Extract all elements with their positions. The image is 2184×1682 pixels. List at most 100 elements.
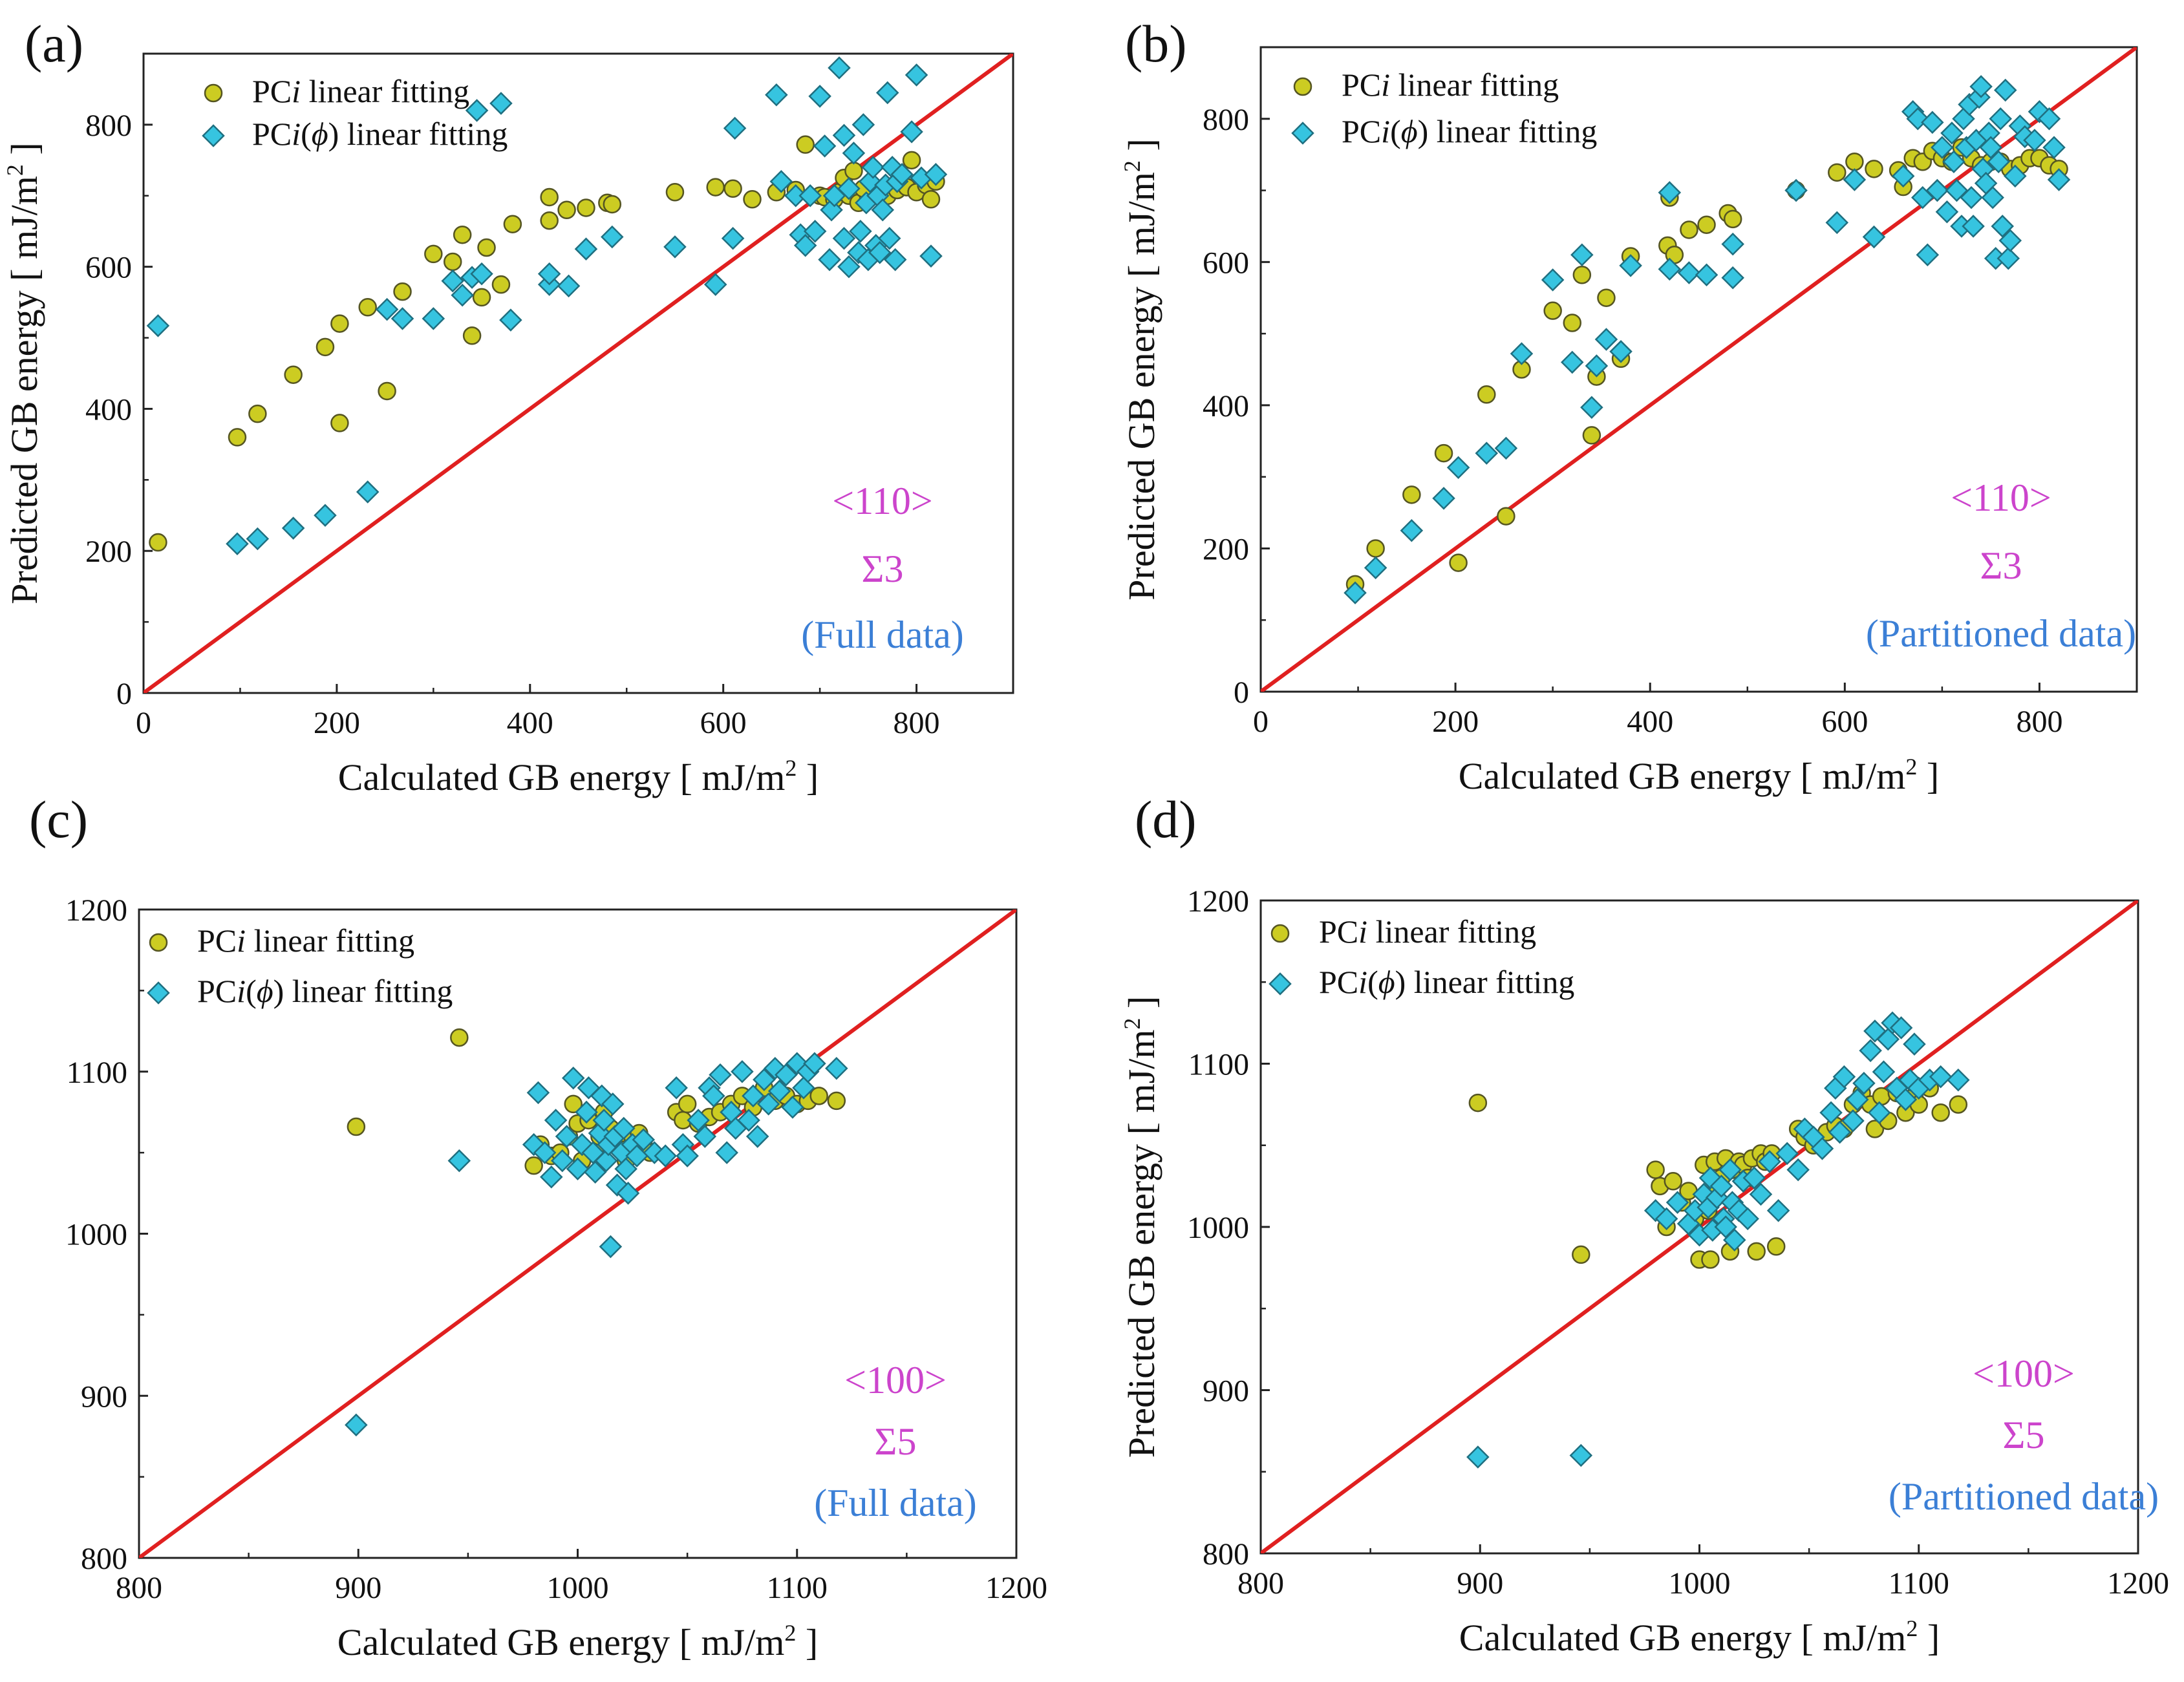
legend-label-pci-phi: PCi(ϕ) linear fitting — [252, 116, 508, 152]
data-point-pci — [1563, 314, 1582, 332]
x-tick-label: 1200 — [2107, 1566, 2169, 1601]
data-point-pci — [557, 200, 576, 220]
data-point-pci-phi — [828, 56, 851, 80]
data-point-pci-phi — [246, 527, 270, 551]
data-point-pci-phi — [601, 225, 624, 249]
data-point-pci — [1366, 539, 1385, 558]
data-point-pci-phi — [1876, 1027, 1900, 1051]
data-point-pci-phi — [1979, 136, 2002, 159]
x-axis-unit-sup: 2 — [785, 755, 797, 781]
data-point-pci-phi — [1916, 243, 1940, 267]
data-point-pci-phi — [612, 1116, 636, 1140]
data-point-pci-phi — [1695, 263, 1718, 287]
y-axis-unit-close: ] — [3, 142, 45, 164]
data-point-pci — [1497, 507, 1515, 526]
reference-line-y-equals-x — [139, 910, 1016, 1558]
legend-italic: i — [1381, 67, 1390, 103]
x-tick-label: 600 — [1821, 705, 1868, 739]
data-point-pci — [1572, 266, 1592, 284]
data-point-pci-phi — [1947, 1068, 1970, 1092]
data-point-pci-phi — [1432, 487, 1455, 510]
annotation-data-type: (Full data) — [801, 613, 964, 656]
legend-marker-diamond — [147, 981, 170, 1005]
x-axis-unit-close: ] — [1917, 755, 1939, 797]
legend-prefix: PC — [252, 116, 292, 152]
data-point-pci-phi — [905, 63, 928, 87]
data-point-pci — [902, 151, 921, 170]
data-point-pci — [472, 288, 491, 307]
data-point-pci — [706, 178, 725, 197]
data-point-pci-phi — [832, 226, 856, 250]
data-point-pci-phi — [1494, 436, 1518, 460]
x-axis-unit: [ mJ/m — [1791, 755, 1905, 797]
data-point-pci-phi — [441, 269, 464, 293]
data-point-pci-phi — [1997, 247, 2020, 270]
data-point-pci-phi — [533, 1141, 557, 1164]
data-point-pci — [248, 404, 267, 423]
data-point-pci-phi — [1852, 1072, 1876, 1095]
data-point-pci — [149, 533, 167, 552]
data-point-pci — [1680, 220, 1698, 239]
data-point-pci — [524, 1156, 543, 1175]
legend-paren-close: ) — [273, 973, 284, 1009]
data-point-pci — [1845, 152, 1864, 171]
data-point-pci-phi — [837, 255, 861, 279]
data-point-pci-phi — [1903, 1032, 1926, 1056]
data-point-pci-phi — [1841, 1109, 1865, 1133]
data-point-pci-phi — [1677, 261, 1701, 284]
legend-paren-open: ( — [1367, 964, 1378, 1000]
data-point-pci-phi — [1998, 229, 2022, 252]
legend-suffix: linear fitting — [1406, 964, 1574, 1000]
data-point-pci — [450, 1028, 469, 1047]
legend-marker-diamond — [202, 124, 225, 147]
y-tick-label: 900 — [81, 1379, 127, 1414]
data-point-pci-phi — [1570, 243, 1594, 267]
data-point-pci-phi — [1594, 328, 1618, 351]
legend-label-pci: PCi linear fitting — [1319, 913, 1536, 950]
data-point-pci-phi — [693, 1125, 717, 1148]
legend-paren-open: ( — [1390, 113, 1401, 149]
data-point-pci-phi — [769, 170, 793, 193]
legend-italic: i — [1358, 964, 1367, 1000]
data-point-pci-phi — [721, 226, 745, 250]
data-point-pci-phi — [1766, 1198, 1790, 1222]
y-tick-label: 0 — [1234, 676, 1249, 710]
data-point-pci-phi — [654, 1144, 677, 1167]
data-point-pci-phi — [1981, 186, 2004, 209]
data-point-pci-phi — [314, 504, 337, 527]
annotation-sigma: Σ3 — [1980, 544, 2022, 587]
legend-paren-open: ( — [301, 116, 312, 152]
data-point-pci-phi — [1942, 150, 1965, 174]
data-point-pci — [1865, 1120, 1885, 1138]
x-tick-label: 1200 — [985, 1571, 1047, 1605]
y-axis-title: Predicted GB energy [ mJ/m2 ] — [2, 142, 45, 604]
panel-label: (c) — [29, 790, 88, 849]
panel-c: (c) 800 900 1000 1100 1200 800 900 1000 1100 1200 C… — [29, 790, 1047, 1663]
data-point-pci-phi — [663, 235, 687, 259]
data-point-pci-phi — [550, 1149, 574, 1173]
data-point-pci-phi — [851, 113, 875, 136]
x-tick-label: 600 — [700, 706, 747, 740]
data-point-pci — [809, 1087, 828, 1105]
plot-frame — [1259, 46, 2138, 693]
data-point-pci — [1701, 1250, 1720, 1269]
data-point-pci-phi — [1862, 225, 1886, 249]
x-axis-title: Calculated GB energy [ mJ/m2 ] — [337, 1620, 818, 1663]
legend-marker-circle — [1270, 924, 1290, 943]
data-point-pci-phi — [1891, 164, 1915, 188]
data-point-pci-phi — [1742, 1166, 1766, 1190]
data-point-pci-phi — [1749, 1182, 1773, 1206]
x-tick-label: 400 — [1627, 705, 1673, 739]
data-point-pci-phi — [1709, 1175, 1733, 1198]
legend-prefix: PC — [197, 922, 237, 959]
x-axis-unit: [ mJ/m — [670, 1621, 784, 1663]
x-tick-label: 400 — [507, 706, 553, 740]
data-point-pci — [603, 195, 622, 214]
y-tick-label: 200 — [85, 535, 132, 569]
data-point-pci-phi — [281, 516, 305, 540]
data-point-pci — [844, 162, 863, 180]
data-point-pci-phi — [837, 177, 861, 200]
legend-paren-open: ( — [246, 973, 257, 1009]
